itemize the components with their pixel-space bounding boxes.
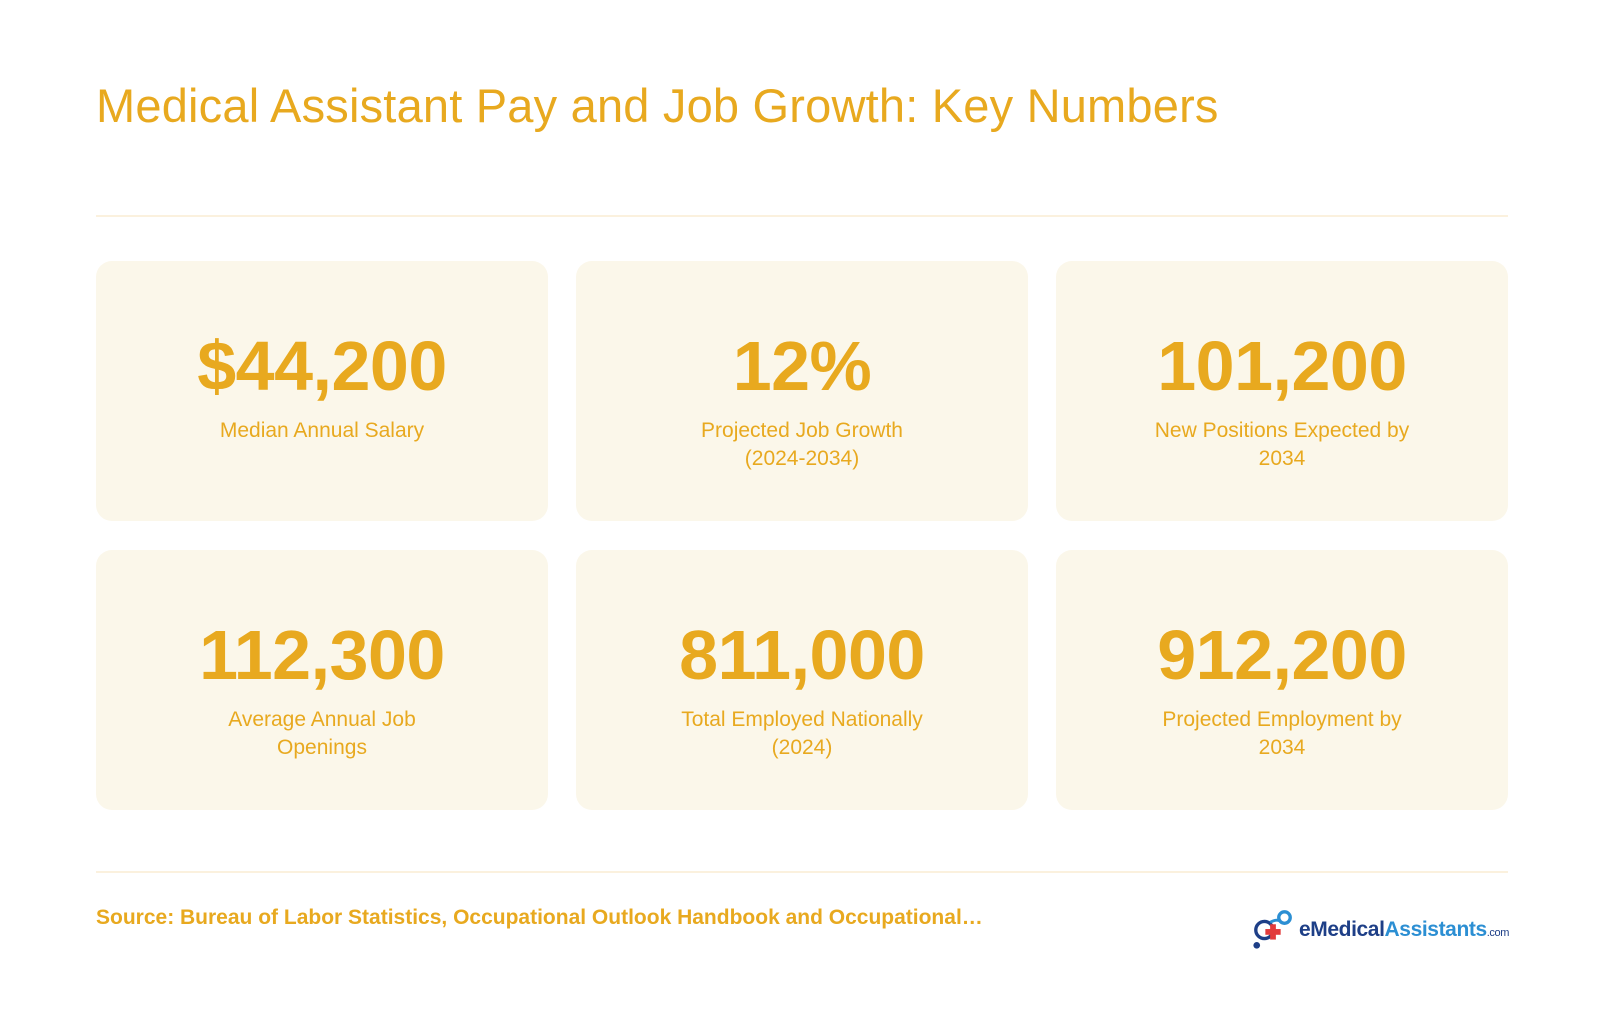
stat-card-projected-employment: 912,200 Projected Employment by 2034	[1056, 550, 1508, 810]
logo-wordmark: eMedicalAssistants.com	[1299, 918, 1509, 941]
brand-logo: eMedicalAssistants.com	[1251, 906, 1509, 954]
stat-value: 12%	[732, 327, 872, 405]
stat-label: Total Employed Nationally (2024)	[681, 708, 923, 759]
stats-grid: $44,200 Median Annual Salary 12% Project…	[96, 261, 1508, 810]
stat-label: Median Annual Salary	[219, 419, 425, 442]
stat-label: Projected Job Growth (2024-2034)	[701, 419, 903, 470]
stat-value: 112,300	[199, 616, 445, 694]
medical-cross-icon	[1253, 910, 1292, 949]
stat-value: 912,200	[1157, 616, 1407, 694]
stat-value: $44,200	[197, 327, 447, 405]
bottom-divider	[96, 871, 1508, 873]
stat-value: 811,000	[679, 616, 925, 694]
stat-card-median-salary: $44,200 Median Annual Salary	[96, 261, 548, 521]
stat-card-new-positions: 101,200 New Positions Expected by 2034	[1056, 261, 1508, 521]
source-citation: Source: Bureau of Labor Statistics, Occu…	[96, 906, 983, 929]
stat-label: Projected Employment by 2034	[1162, 708, 1402, 759]
stat-label: Average Annual Job Openings	[228, 708, 416, 759]
stat-card-annual-openings: 112,300 Average Annual Job Openings	[96, 550, 548, 810]
stat-label: New Positions Expected by 2034	[1154, 419, 1410, 470]
top-divider	[96, 215, 1508, 217]
stat-value: 101,200	[1157, 327, 1407, 405]
page-title: Medical Assistant Pay and Job Growth: Ke…	[96, 79, 1219, 132]
stat-card-job-growth: 12% Projected Job Growth (2024-2034)	[576, 261, 1028, 521]
stat-card-total-employed: 811,000 Total Employed Nationally (2024)	[576, 550, 1028, 810]
